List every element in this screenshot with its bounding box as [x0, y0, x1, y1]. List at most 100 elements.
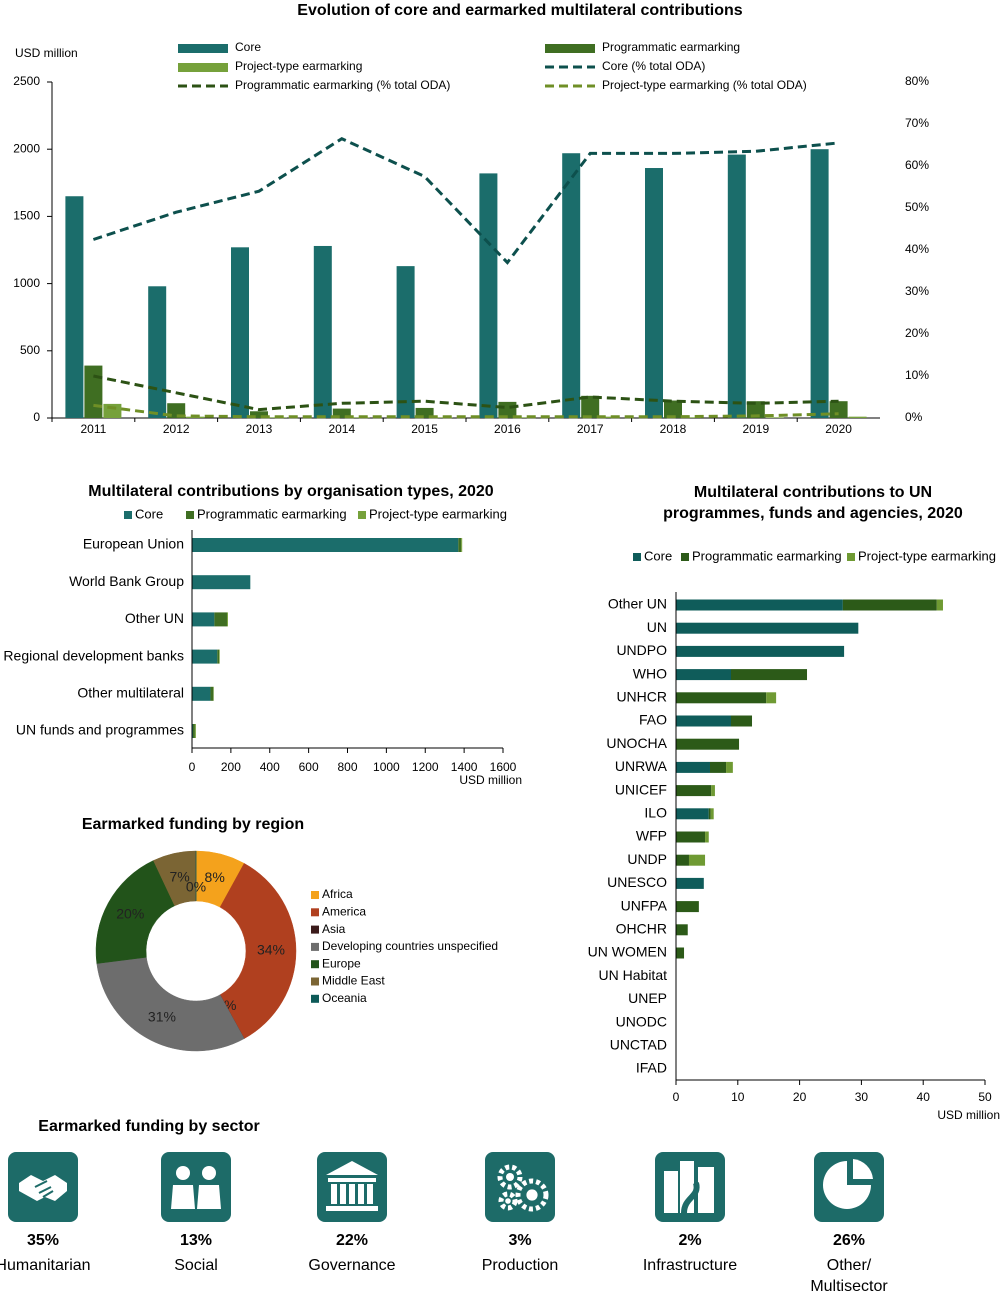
- bar-segment: [842, 599, 937, 611]
- bar: [148, 286, 167, 418]
- sector-icon: [664, 1161, 714, 1214]
- category-label: ILO: [644, 805, 667, 821]
- legend-label: Core: [235, 40, 261, 54]
- legend-swatch: [311, 891, 319, 899]
- category-label: UN funds and programmes: [16, 722, 184, 738]
- chart-title: Multilateral contributions by organisati…: [88, 483, 494, 500]
- x-tick-label: 1200: [412, 760, 439, 774]
- bar-segment: [710, 808, 714, 820]
- legend-label: Programmatic earmarking (% total ODA): [235, 78, 450, 92]
- category-label: Regional development banks: [3, 647, 184, 663]
- data-label: 7%: [170, 869, 190, 885]
- x-tick-label: 800: [337, 760, 357, 774]
- bar: [727, 154, 746, 419]
- bar: [581, 395, 600, 418]
- legend-swatch: [311, 977, 319, 986]
- legend-label: Programmatic earmarking: [602, 40, 740, 54]
- legend-label: Europe: [322, 956, 361, 970]
- legend-swatch: [178, 63, 228, 72]
- category-label: FAO: [639, 712, 667, 728]
- icon-glyph: [328, 1178, 376, 1182]
- x-tick-label: 2020: [825, 422, 852, 436]
- y2-tick-label: 0%: [905, 410, 923, 424]
- icon-glyph: [326, 1206, 378, 1211]
- bar: [746, 401, 765, 418]
- bar-segment: [676, 877, 704, 889]
- bar-segment: [711, 785, 715, 797]
- chart-title: Earmarked funding by sector: [38, 1118, 259, 1135]
- bar: [479, 173, 498, 418]
- sector-value: 22%: [336, 1232, 368, 1249]
- legend-label: Core (% total ODA): [602, 59, 705, 73]
- icon-glyph: [331, 1184, 337, 1204]
- sector-icon: [497, 1164, 549, 1212]
- line-series: [93, 374, 839, 412]
- bar-segment: [731, 669, 808, 681]
- category-label: UNODC: [616, 1013, 667, 1029]
- y2-tick-label: 40%: [905, 242, 929, 256]
- category-label: European Union: [83, 536, 184, 552]
- category-label: UN WOMEN: [588, 944, 667, 960]
- x-tick-label: 2014: [328, 422, 355, 436]
- category-label: Other UN: [608, 596, 667, 612]
- legend-label: Africa: [322, 887, 353, 901]
- bar: [65, 196, 84, 418]
- bar-segment: [688, 854, 706, 866]
- bar-segment: [709, 761, 727, 773]
- sector-value: 26%: [833, 1232, 865, 1249]
- bar-segment: [676, 715, 732, 727]
- bar-segment: [192, 724, 195, 738]
- icon-glyph: [853, 1159, 873, 1179]
- y2-tick-label: 70%: [905, 116, 929, 130]
- chart-title: Earmarked funding by region: [82, 816, 304, 833]
- category-label: UNDPO: [616, 642, 667, 658]
- x-tick-label: 10: [731, 1090, 745, 1104]
- category-label: UNRWA: [615, 758, 668, 774]
- sector-icon: [823, 1159, 873, 1209]
- bar: [103, 403, 122, 418]
- y-tick-label: 500: [20, 343, 40, 357]
- x-tick-label: 2018: [660, 422, 687, 436]
- category-label: Other multilateral: [77, 685, 184, 701]
- bar: [517, 417, 536, 418]
- legend-swatch: [633, 553, 641, 561]
- legend-swatch: [311, 925, 319, 934]
- category-label: UNCTAD: [610, 1037, 667, 1053]
- bar-segment: [936, 599, 943, 611]
- bar: [829, 401, 848, 418]
- sector-label: Infrastructure: [642, 1257, 738, 1274]
- y-axis-title: USD million: [15, 46, 78, 60]
- legend-label: America: [322, 904, 366, 918]
- bar-segment: [219, 649, 220, 664]
- chart-title: Multilateral contributions to UN program…: [663, 484, 963, 522]
- x-tick-label: 2013: [246, 422, 273, 436]
- category-label: UNEP: [628, 990, 667, 1006]
- sector-icon-box: [161, 1152, 231, 1222]
- y-tick-label: 2500: [13, 74, 40, 88]
- bar: [332, 408, 351, 418]
- bar: [683, 417, 701, 418]
- sector-value: 13%: [180, 1232, 212, 1249]
- icon-glyph: [367, 1184, 373, 1204]
- donut-slice: [219, 863, 297, 1039]
- legend-label: Project-type earmarking: [858, 548, 996, 563]
- legend-label: Oceania: [322, 991, 367, 1005]
- category-label: UNHCR: [616, 689, 667, 705]
- bar: [84, 365, 103, 418]
- x-tick-label: 50: [978, 1090, 992, 1104]
- x-tick-label: 20: [793, 1090, 807, 1104]
- bar-segment: [676, 854, 689, 866]
- bar-segment: [192, 649, 218, 664]
- y2-tick-label: 10%: [905, 368, 929, 382]
- bar-segment: [676, 622, 859, 634]
- bar-segment: [676, 947, 685, 959]
- category-label: UNDP: [627, 851, 667, 867]
- bar: [250, 411, 268, 418]
- legend-label: Programmatic earmarking: [197, 506, 347, 521]
- bar-segment: [676, 645, 845, 657]
- x-tick-label: 2017: [577, 422, 604, 436]
- legend-label: Asia: [322, 922, 346, 936]
- bar: [664, 400, 682, 418]
